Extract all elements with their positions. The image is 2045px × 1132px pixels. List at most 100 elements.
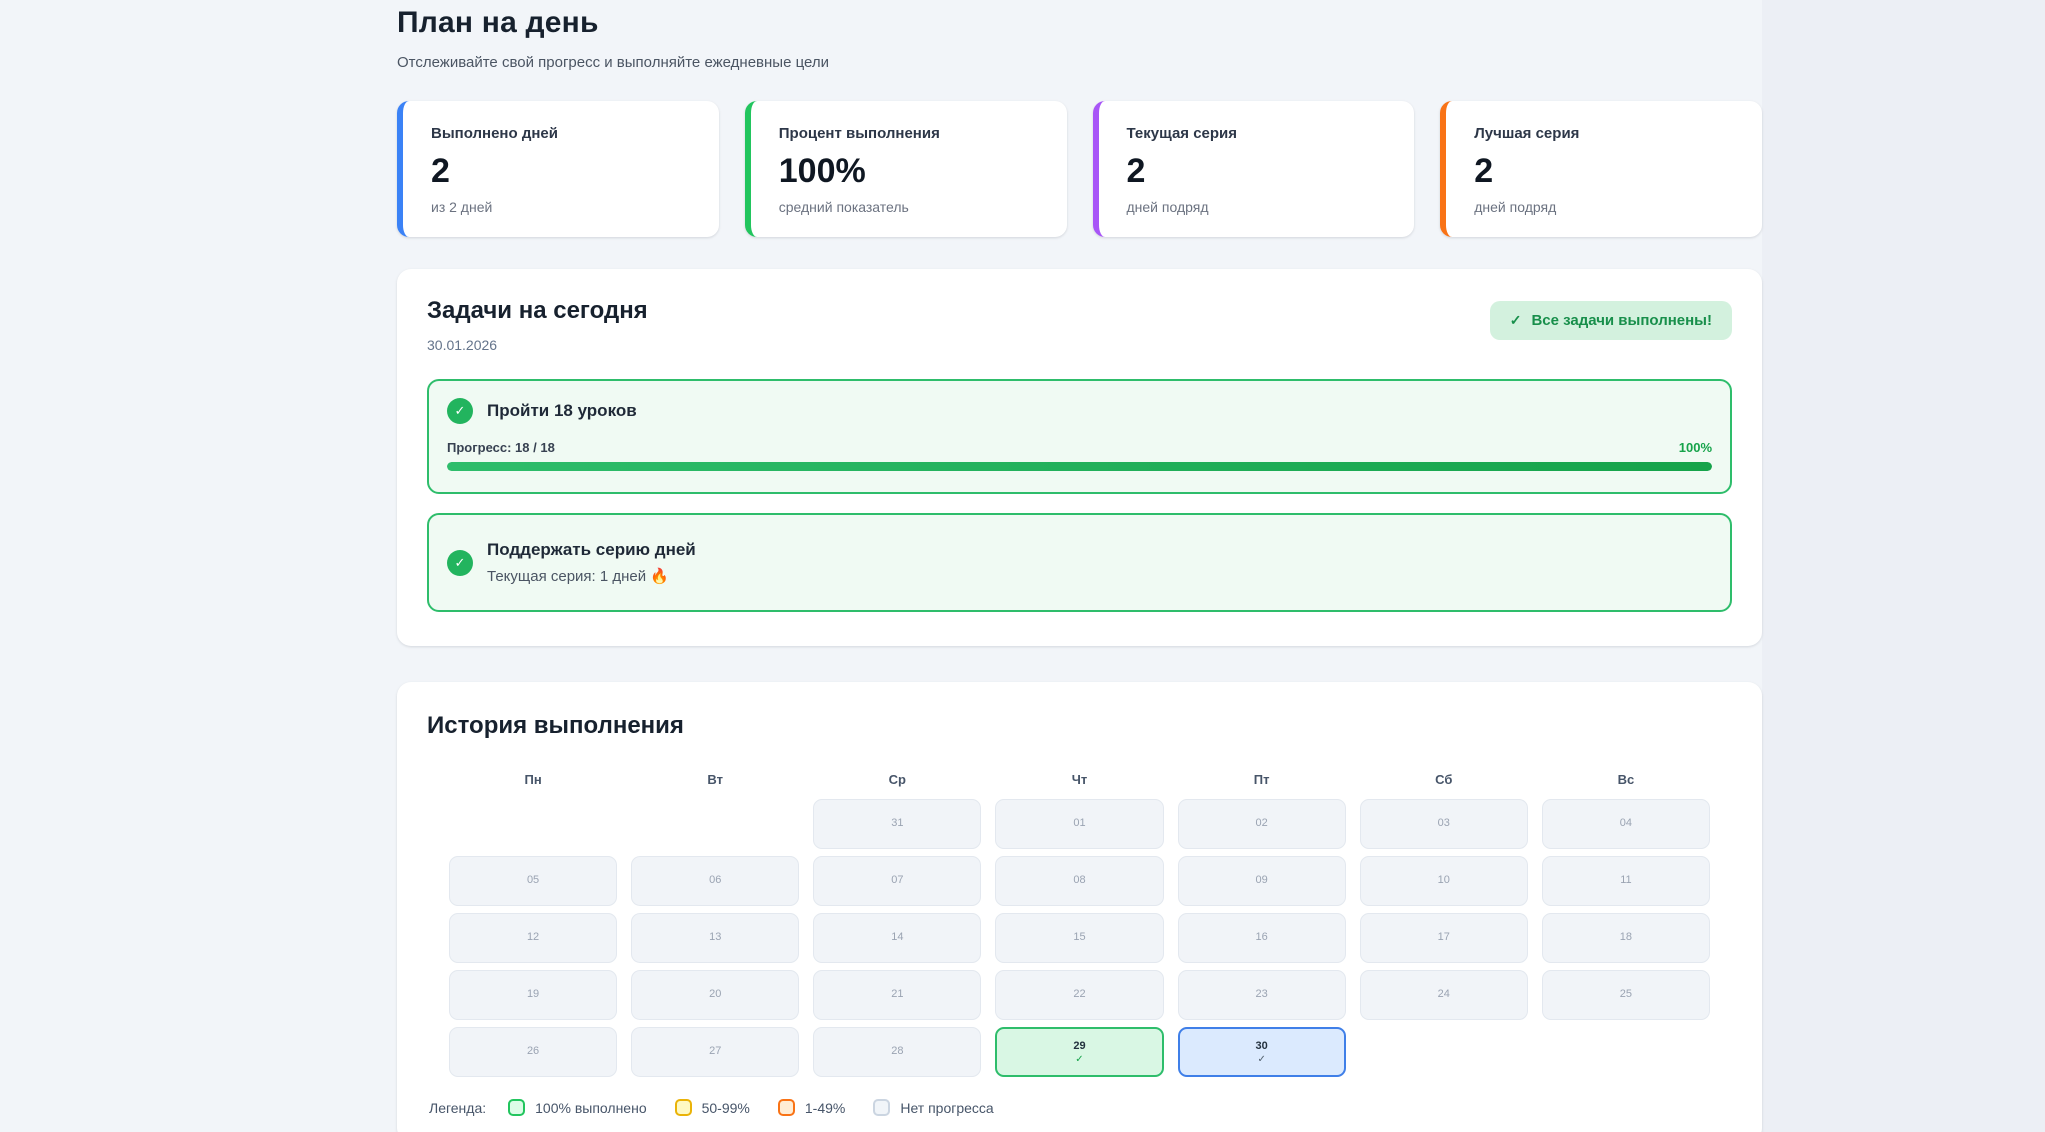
calendar-day: 14 [813,913,982,963]
weekday-label: Чт [1071,772,1088,787]
calendar-day: 02 [1177,799,1346,849]
weekday-label: Вт [707,772,723,787]
legend-swatch [873,1099,891,1116]
day-number: 13 [709,931,722,943]
day-number: 04 [1619,817,1633,829]
stat-label: Текущая серия [1126,125,1238,142]
task-title: Пройти 18 уроков [487,401,637,420]
calendar-day: 16 [1177,913,1346,963]
progress-caption: Прогресс: 18 / 18 [447,440,555,455]
calendar-day: 10 [1359,856,1528,906]
calendar-day: 13 [631,913,800,963]
progress-track [447,462,1712,471]
legend-title: Легенда: [429,1099,487,1116]
day-number: 26 [526,1045,540,1057]
legend-label: 50-99% [701,1099,750,1116]
calendar-day: 19 [449,970,618,1020]
task-item-streak[interactable]: ✓ Поддержать серию дней Текущая серия: 1… [427,513,1732,612]
history-title: История выполнения [427,712,684,739]
calendar-day: 08 [995,856,1164,906]
stat-value: 2 [1126,152,1146,190]
calendar-day: 24 [1359,970,1528,1020]
calendar-day: 03 [1359,799,1528,849]
stat-card: Текущая серия 2 дней подряд [1092,101,1415,237]
stat-label: Лучшая серия [1474,125,1580,142]
calendar-day: 22 [995,970,1164,1020]
tasks-title: Задачи на сегодня [427,297,648,324]
calendar-day: 09 [1177,856,1346,906]
weekday-label: Сб [1435,772,1453,787]
legend-item: Нет прогресса [873,1099,994,1116]
task-title: Поддержать серию дней [487,540,696,559]
stat-value: 100% [778,152,866,190]
day-number: 02 [1255,817,1268,829]
legend-label: 1-49% [804,1099,846,1116]
calendar-day: 29 ✓ [995,1027,1164,1077]
stat-value: 2 [431,152,450,190]
day-number: 21 [891,988,904,1000]
tasks-panel: Задачи на сегодня 30.01.2026 ✓ Все задач… [397,269,1762,646]
calendar-day: 31 [813,799,982,849]
stat-card: Выполнено дней 2 из 2 дней [397,101,719,237]
page-title: План на день [397,6,599,39]
task-check-icon: ✓ [447,398,473,424]
day-number: 28 [891,1045,904,1057]
calendar-day: 01 [995,799,1164,849]
task-check-icon: ✓ [447,549,473,576]
task-item-lessons[interactable]: ✓ Пройти 18 уроков Прогресс: 18 / 18 100… [427,379,1732,494]
calendar-day: 20 [631,970,800,1020]
calendar-day: 27 [631,1027,800,1077]
day-number: 07 [891,874,904,886]
day-number: 31 [891,817,904,829]
calendar-day: 07 [813,856,982,906]
calendar-day: 25 [1541,970,1710,1020]
legend-swatch [508,1099,526,1116]
all-tasks-done-badge: ✓ Все задачи выполнены! [1489,301,1732,340]
calendar-day: 12 [449,913,618,963]
stats-row: Выполнено дней 2 из 2 дней Процент выпол… [397,101,1762,237]
calendar-day: 23 [1177,970,1346,1020]
day-number: 14 [891,931,904,943]
stat-label: Выполнено дней [431,125,558,142]
badge-label: Все задачи выполнены! [1531,312,1712,329]
day-number: 11 [1620,874,1632,886]
calendar-day: 26 [449,1027,618,1077]
stat-card: Процент выполнения 100% средний показате… [744,101,1067,237]
day-number: 09 [1255,874,1268,886]
weekday-label: Вс [1617,772,1635,787]
legend-label: Нет прогресса [900,1099,994,1116]
weekday-label: Пн [524,772,542,787]
daily-plan-page: План на день Отслеживайте свой прогресс … [397,0,1762,1132]
day-number: 25 [1619,988,1633,1000]
day-number: 15 [1073,931,1086,943]
tasks-date: 30.01.2026 [427,337,498,353]
day-number: 03 [1437,817,1450,829]
weekday-header: Пн Вт Ср Чт Пт Сб Вс [449,772,1710,787]
day-number: 24 [1437,988,1450,1000]
legend-item: 1-49% [777,1099,846,1116]
day-number: 12 [526,931,540,943]
calendar-day: 18 [1541,913,1710,963]
legend: Легенда: 100% выполнено 50-99% 1-49% Нет… [429,1099,1732,1116]
day-number: 01 [1073,817,1086,829]
calendar-day: 21 [813,970,982,1020]
calendar-day: 15 [995,913,1164,963]
day-number: 08 [1073,874,1086,886]
day-number: 19 [526,988,540,1000]
tasks-header: Задачи на сегодня 30.01.2026 ✓ Все задач… [427,297,1732,353]
check-icon: ✓ [1509,312,1522,328]
day-number: 27 [709,1045,722,1057]
legend-swatch [777,1099,795,1116]
day-number: 10 [1437,874,1450,886]
calendar-day: 11 [1541,856,1710,906]
weekday-label: Пт [1253,772,1270,787]
day-number: 30 [1255,1039,1268,1052]
progress-fill [447,462,1712,471]
day-number: 29 [1073,1039,1086,1052]
day-number: 23 [1255,988,1268,1000]
day-check-icon: ✓ [1075,1053,1084,1065]
calendar-day: 04 [1541,799,1710,849]
calendar-day: 17 [1359,913,1528,963]
day-check-icon: ✓ [1257,1053,1266,1065]
day-number: 17 [1437,931,1450,943]
